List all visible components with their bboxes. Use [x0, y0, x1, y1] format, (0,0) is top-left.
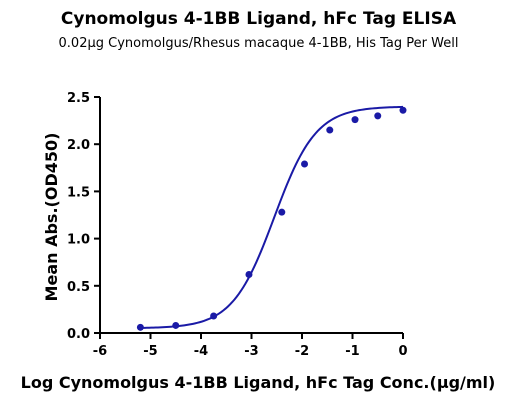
y-axis-title: Mean Abs.(OD450)	[42, 133, 61, 302]
data-point	[210, 312, 218, 320]
data-point	[399, 106, 407, 114]
x-tick-label: 0	[398, 344, 407, 359]
data-point	[245, 270, 253, 278]
axes: -6 -5 -4 -3 -2 -1 0 0.0 0.5 1.0 1.5 2.0 2.5	[67, 91, 408, 359]
data-point	[374, 112, 382, 120]
fit-curve-layer	[140, 105, 404, 329]
y-tick-label: 1.0	[67, 233, 90, 248]
x-tick-label: -5	[143, 344, 157, 359]
x-axis-title: Log Cynomolgus 4-1BB Ligand, hFc Tag Con…	[21, 373, 496, 392]
chart-title: Cynomolgus 4-1BB Ligand, hFc Tag ELISA	[60, 9, 457, 29]
x-tick-label: -2	[295, 344, 309, 359]
data-point	[136, 323, 144, 331]
y-tick-label: 1.5	[67, 185, 90, 200]
x-tick-label: -4	[194, 344, 208, 359]
x-tick-label: -1	[345, 344, 359, 359]
chart-subtitle: 0.02μg Cynomolgus/Rhesus macaque 4-1BB, …	[58, 36, 459, 51]
fit-curve	[140, 105, 404, 329]
x-tick-label: -6	[93, 344, 107, 359]
y-tick-label: 0.5	[67, 280, 90, 295]
data-point	[278, 208, 286, 216]
data-points-layer	[136, 106, 407, 331]
x-tick-label: -3	[244, 344, 258, 359]
y-tick-label: 2.0	[67, 138, 90, 153]
data-point	[172, 321, 180, 329]
data-point	[326, 126, 334, 134]
y-tick-label: 2.5	[67, 91, 90, 106]
y-tick-label: 0.0	[67, 327, 90, 342]
data-point	[351, 116, 359, 124]
data-point	[301, 160, 309, 168]
